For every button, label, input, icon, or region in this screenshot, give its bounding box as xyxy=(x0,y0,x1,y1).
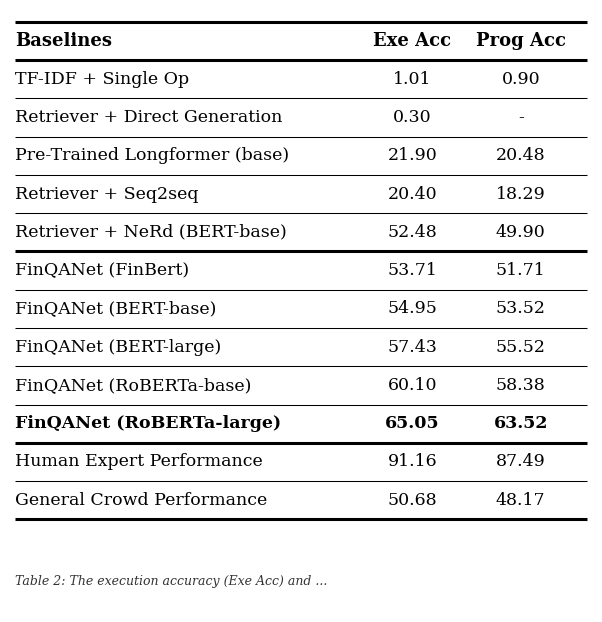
Text: FinQANet (RoBERTa-large): FinQANet (RoBERTa-large) xyxy=(15,415,281,432)
Text: Table 2: The execution accuracy (Exe Acc) and ...: Table 2: The execution accuracy (Exe Acc… xyxy=(15,575,327,588)
Text: 49.90: 49.90 xyxy=(496,224,545,241)
Text: 87.49: 87.49 xyxy=(496,453,545,470)
Text: Pre-Trained Longformer (base): Pre-Trained Longformer (base) xyxy=(15,147,289,164)
Text: 53.71: 53.71 xyxy=(388,262,437,279)
Text: 55.52: 55.52 xyxy=(495,338,546,356)
Text: 53.52: 53.52 xyxy=(495,300,546,317)
Text: FinQANet (FinBert): FinQANet (FinBert) xyxy=(15,262,189,279)
Text: Prog Acc: Prog Acc xyxy=(476,32,566,50)
Text: 50.68: 50.68 xyxy=(388,492,437,509)
Text: 18.29: 18.29 xyxy=(496,185,545,203)
Text: Retriever + Seq2seq: Retriever + Seq2seq xyxy=(15,185,199,203)
Text: 48.17: 48.17 xyxy=(496,492,545,509)
Text: Retriever + NeRd (BERT-base): Retriever + NeRd (BERT-base) xyxy=(15,224,287,241)
Text: FinQANet (RoBERTa-base): FinQANet (RoBERTa-base) xyxy=(15,377,252,394)
Text: 57.43: 57.43 xyxy=(388,338,437,356)
Text: 51.71: 51.71 xyxy=(496,262,545,279)
Text: 54.95: 54.95 xyxy=(388,300,437,317)
Text: 63.52: 63.52 xyxy=(494,415,548,432)
Text: 60.10: 60.10 xyxy=(388,377,437,394)
Text: 0.90: 0.90 xyxy=(501,71,540,88)
Text: -: - xyxy=(518,109,524,126)
Text: 58.38: 58.38 xyxy=(496,377,545,394)
Text: 21.90: 21.90 xyxy=(388,147,437,164)
Text: 52.48: 52.48 xyxy=(388,224,437,241)
Text: FinQANet (BERT-large): FinQANet (BERT-large) xyxy=(15,338,222,356)
Text: FinQANet (BERT-base): FinQANet (BERT-base) xyxy=(15,300,217,317)
Text: 20.40: 20.40 xyxy=(388,185,437,203)
Text: 1.01: 1.01 xyxy=(393,71,432,88)
Text: 65.05: 65.05 xyxy=(385,415,439,432)
Text: 0.30: 0.30 xyxy=(393,109,432,126)
Text: General Crowd Performance: General Crowd Performance xyxy=(15,492,267,509)
Text: 20.48: 20.48 xyxy=(496,147,545,164)
Text: Retriever + Direct Generation: Retriever + Direct Generation xyxy=(15,109,282,126)
Text: TF-IDF + Single Op: TF-IDF + Single Op xyxy=(15,71,189,88)
Text: Baselines: Baselines xyxy=(15,32,112,50)
Text: Exe Acc: Exe Acc xyxy=(373,32,452,50)
Text: Human Expert Performance: Human Expert Performance xyxy=(15,453,263,470)
Text: 91.16: 91.16 xyxy=(388,453,437,470)
